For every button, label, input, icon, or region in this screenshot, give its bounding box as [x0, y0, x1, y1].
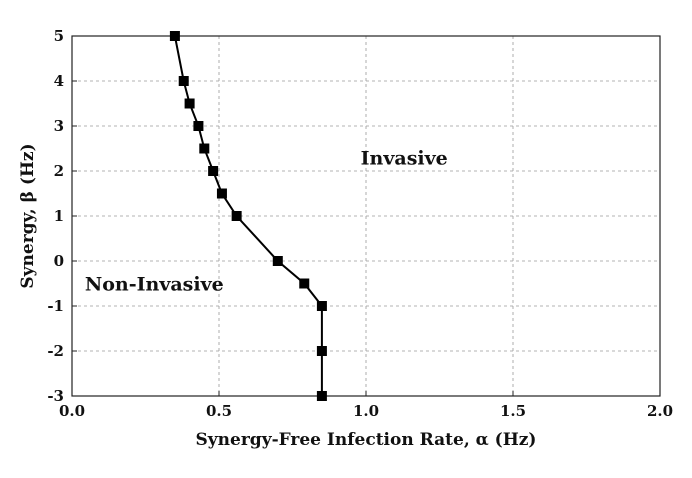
data-point-marker — [216, 188, 227, 199]
x-axis-title: Synergy-Free Infection Rate, α (Hz) — [196, 430, 537, 450]
x-tick-label: 1.5 — [500, 402, 526, 420]
y-tick-label: -3 — [47, 387, 64, 405]
data-point-marker — [316, 346, 327, 356]
data-point-marker — [272, 256, 283, 266]
data-point-marker — [231, 211, 242, 221]
data-point-marker — [193, 121, 204, 131]
axis-ticks: 0.0 0.5 1.0 1.5 2.0 -3 -2 -1 0 1 2 3 4 5 — [47, 27, 673, 420]
x-tick-label: 2.0 — [647, 402, 673, 420]
y-tick-label: 2 — [54, 162, 64, 180]
data-point-marker — [316, 391, 327, 401]
y-tick-label: 4 — [54, 72, 64, 90]
y-axis-title: Synergy, β (Hz) — [18, 143, 38, 288]
y-tick-label: 1 — [54, 207, 64, 225]
data-point-marker — [316, 301, 327, 311]
y-tick-label: 3 — [54, 117, 64, 135]
y-tick-label: 5 — [54, 27, 64, 45]
region-label: Non-Invasive — [85, 274, 224, 296]
x-tick-label: 1.0 — [353, 402, 379, 420]
data-point-marker — [169, 31, 180, 41]
x-tick-label: 0.0 — [59, 402, 85, 420]
y-tick-label: 0 — [54, 252, 64, 270]
x-tick-label: 0.5 — [206, 402, 232, 420]
y-tick-label: -2 — [47, 342, 64, 360]
y-tick-label: -1 — [47, 297, 64, 315]
data-point-marker — [178, 76, 189, 86]
data-point-marker — [299, 278, 310, 289]
data-point-marker — [184, 98, 195, 109]
grid — [72, 36, 660, 396]
region-label: Invasive — [361, 148, 448, 170]
data-point-marker — [199, 143, 210, 154]
data-point-marker — [208, 166, 219, 176]
region-annotations: Invasive Non-Invasive — [85, 148, 448, 296]
data-series — [169, 31, 327, 401]
